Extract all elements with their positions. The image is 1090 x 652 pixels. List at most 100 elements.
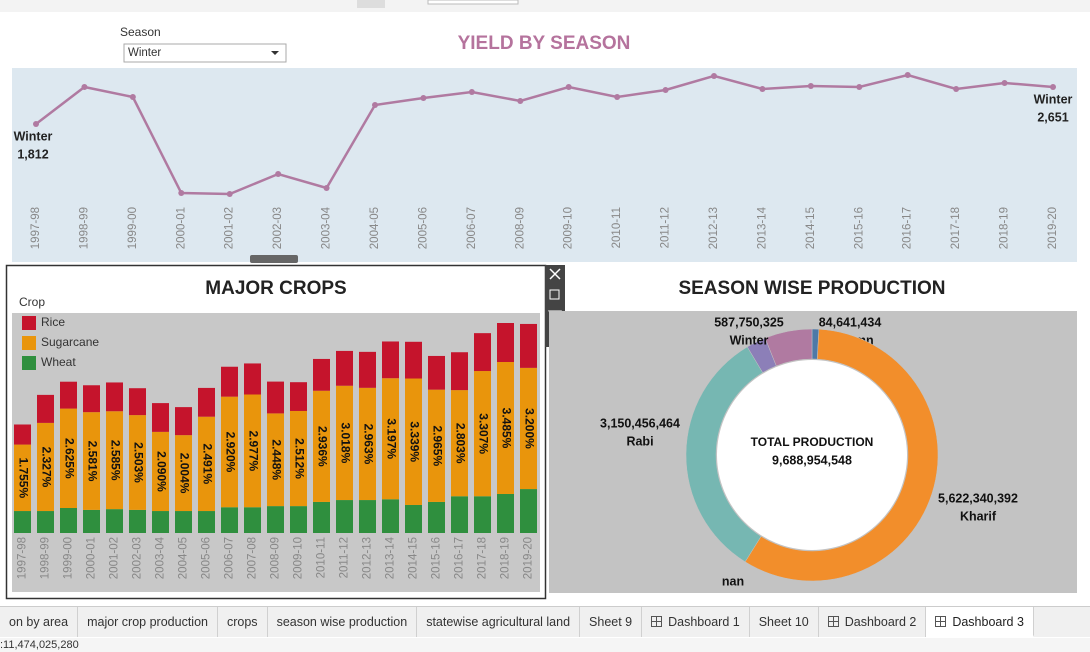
bar-segment (336, 500, 353, 533)
bar-segment (244, 507, 261, 533)
x-tick-label: 1999-00 (127, 207, 139, 249)
center-value: 9,688,954,548 (772, 453, 852, 467)
x-tick-label: 2017-18 (477, 537, 489, 579)
tab[interactable]: Sheet 9 (580, 607, 643, 637)
bar-segment (359, 351, 376, 388)
point-value-label: 1,812 (17, 147, 48, 161)
bar-segment (451, 390, 468, 497)
bar-segment (451, 496, 468, 533)
filter-dropdown[interactable] (123, 43, 287, 63)
bar-segment (198, 511, 215, 533)
point (565, 83, 572, 90)
bar-segment (83, 385, 100, 413)
x-tick-label: 2005-06 (417, 207, 429, 249)
expand-icon[interactable] (549, 289, 560, 300)
slice-value-label: 3,150,456,464 (600, 416, 680, 430)
x-tick-label: 2007-08 (247, 537, 259, 579)
bar-value-label: 2.977% (246, 431, 260, 472)
panel-border (5, 264, 547, 600)
tab[interactable]: season wise production (268, 607, 418, 637)
tab-label: Dashboard 2 (844, 615, 917, 629)
point (129, 94, 136, 101)
center-label: TOTAL PRODUCTION (751, 435, 874, 449)
dropdown-arrow[interactable] (271, 51, 279, 55)
bar-segment (474, 371, 491, 497)
point (226, 191, 233, 197)
tab[interactable]: on by area (0, 607, 79, 637)
bar-segment (244, 363, 261, 395)
tab-active[interactable]: Dashboard 3 (926, 607, 1034, 637)
x-tick-label: 2010-11 (611, 207, 623, 248)
bar-segment (474, 333, 491, 372)
point (372, 101, 378, 108)
x-tick-label: 2012-13 (708, 207, 720, 249)
panel-grip[interactable] (250, 255, 298, 263)
bar-segment (497, 493, 514, 533)
tab[interactable]: statewise agricultural land (417, 607, 581, 637)
close-icon[interactable] (549, 268, 561, 280)
bar-segment (221, 507, 238, 533)
bar-value-label: 3.018% (338, 423, 352, 464)
bar-value-label: 2.581% (85, 441, 99, 482)
bar-segment (520, 367, 537, 490)
bar-value-label: 3.197% (384, 418, 398, 459)
tab-label: Dashboard 3 (952, 615, 1024, 629)
bar-segment (14, 424, 31, 445)
bar-value-label: 3.339% (407, 421, 421, 462)
bar-segment (244, 394, 261, 508)
x-tick-label: 2000-01 (175, 207, 187, 249)
point (1001, 79, 1008, 86)
point (711, 72, 717, 79)
bar-segment (37, 511, 54, 533)
point-series-label: Winter (14, 129, 53, 143)
tab[interactable]: Dashboard 1 (642, 607, 750, 637)
chart-title: YIELD BY SEASON (458, 33, 631, 54)
legend-label: Wheat (41, 355, 76, 369)
bar-segment (290, 506, 307, 533)
point (614, 94, 621, 101)
slice-value-label: 587,750,325 (714, 315, 784, 329)
bar-segment (382, 499, 399, 533)
bar-segment (83, 412, 100, 510)
bar-value-label: 2.004% (177, 453, 191, 494)
bar-segment (497, 323, 514, 363)
bar-value-label: 2.090% (154, 451, 168, 492)
bar-segment (520, 323, 537, 368)
tab[interactable]: Dashboard 2 (819, 607, 927, 637)
bar-segment (451, 352, 468, 391)
bar-value-label: 2.965% (430, 425, 444, 466)
bar-segment (336, 385, 353, 501)
bar-segment (83, 509, 100, 533)
tab[interactable]: major crop production (78, 607, 218, 637)
bar-value-label: 2.491% (200, 444, 214, 485)
bar-segment (129, 415, 146, 510)
bar-value-label: 2.585% (108, 440, 122, 481)
bar-segment (267, 506, 284, 533)
x-tick-label: 2014-15 (805, 207, 817, 249)
toolbar-button[interactable] (357, 0, 385, 8)
tab[interactable]: crops (218, 607, 268, 637)
toolbar (0, 0, 1090, 12)
chart-title: MAJOR CROPS (205, 278, 346, 299)
x-tick-label: 2018-19 (999, 207, 1011, 249)
bar-value-label: 2.803% (453, 423, 467, 464)
bar-segment (313, 390, 330, 502)
pie-slice (744, 328, 939, 582)
legend-label: Rice (41, 315, 65, 329)
toolbar-field[interactable] (427, 0, 519, 5)
status-bar: :11,474,025,280 (0, 638, 1090, 652)
legend-swatch (22, 356, 36, 370)
bar-segment (428, 389, 445, 502)
point-series-label: Winter (1034, 92, 1073, 106)
bar-segment (405, 341, 422, 379)
bar-value-label: 2.327% (39, 447, 53, 488)
tab[interactable]: Sheet 10 (750, 607, 819, 637)
filter-label: Season (120, 25, 161, 39)
point (807, 82, 814, 89)
x-tick-label: 2014-15 (408, 537, 420, 579)
bar-segment (152, 431, 169, 512)
status-text: :11,474,025,280 (0, 639, 79, 651)
bar-value-label: 3.307% (476, 413, 490, 454)
legend-swatch (22, 336, 36, 350)
